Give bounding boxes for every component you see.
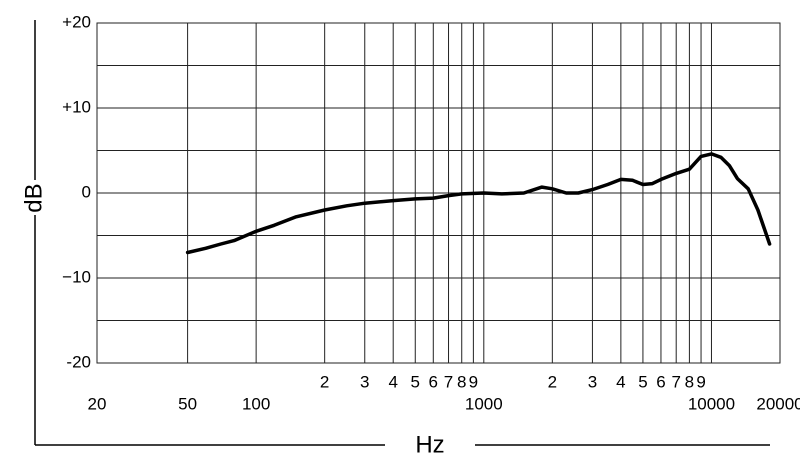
x-minor-tick-label: 8: [685, 372, 694, 391]
x-minor-tick-label: 6: [429, 372, 438, 391]
x-axis-label: Hz: [415, 431, 444, 458]
x-tick-label: 1000: [465, 394, 503, 413]
x-minor-tick-label: 5: [411, 372, 420, 391]
y-tick-label: -20: [66, 352, 91, 371]
x-minor-tick-label: 7: [671, 372, 680, 391]
x-minor-tick-label: 9: [469, 372, 478, 391]
response-curve: [185, 152, 772, 255]
x-tick-label: 20000: [756, 394, 800, 413]
y-tick-label: −10: [62, 267, 91, 286]
x-minor-tick-label: 6: [656, 372, 665, 391]
y-tick-label: +10: [62, 97, 91, 116]
x-minor-tick-label: 4: [616, 372, 625, 391]
x-minor-tick-label: 5: [638, 372, 647, 391]
x-tick-label: 10000: [688, 394, 735, 413]
x-tick-label: 50: [178, 394, 197, 413]
y-tick-label: 0: [82, 182, 91, 201]
x-minor-tick-label: 9: [696, 372, 705, 391]
x-tick-label: 20: [88, 394, 107, 413]
x-minor-tick-label: 3: [588, 372, 597, 391]
x-minor-tick-label: 8: [457, 372, 466, 391]
x-minor-tick-label: 3: [360, 372, 369, 391]
y-tick-label: +20: [62, 12, 91, 31]
x-minor-tick-label: 2: [320, 372, 329, 391]
x-minor-tick-label: 2: [548, 372, 557, 391]
y-axis-label: dB: [20, 183, 47, 212]
x-minor-tick-label: 4: [388, 372, 397, 391]
x-tick-label: 100: [242, 394, 270, 413]
x-minor-tick-label: 7: [444, 372, 453, 391]
